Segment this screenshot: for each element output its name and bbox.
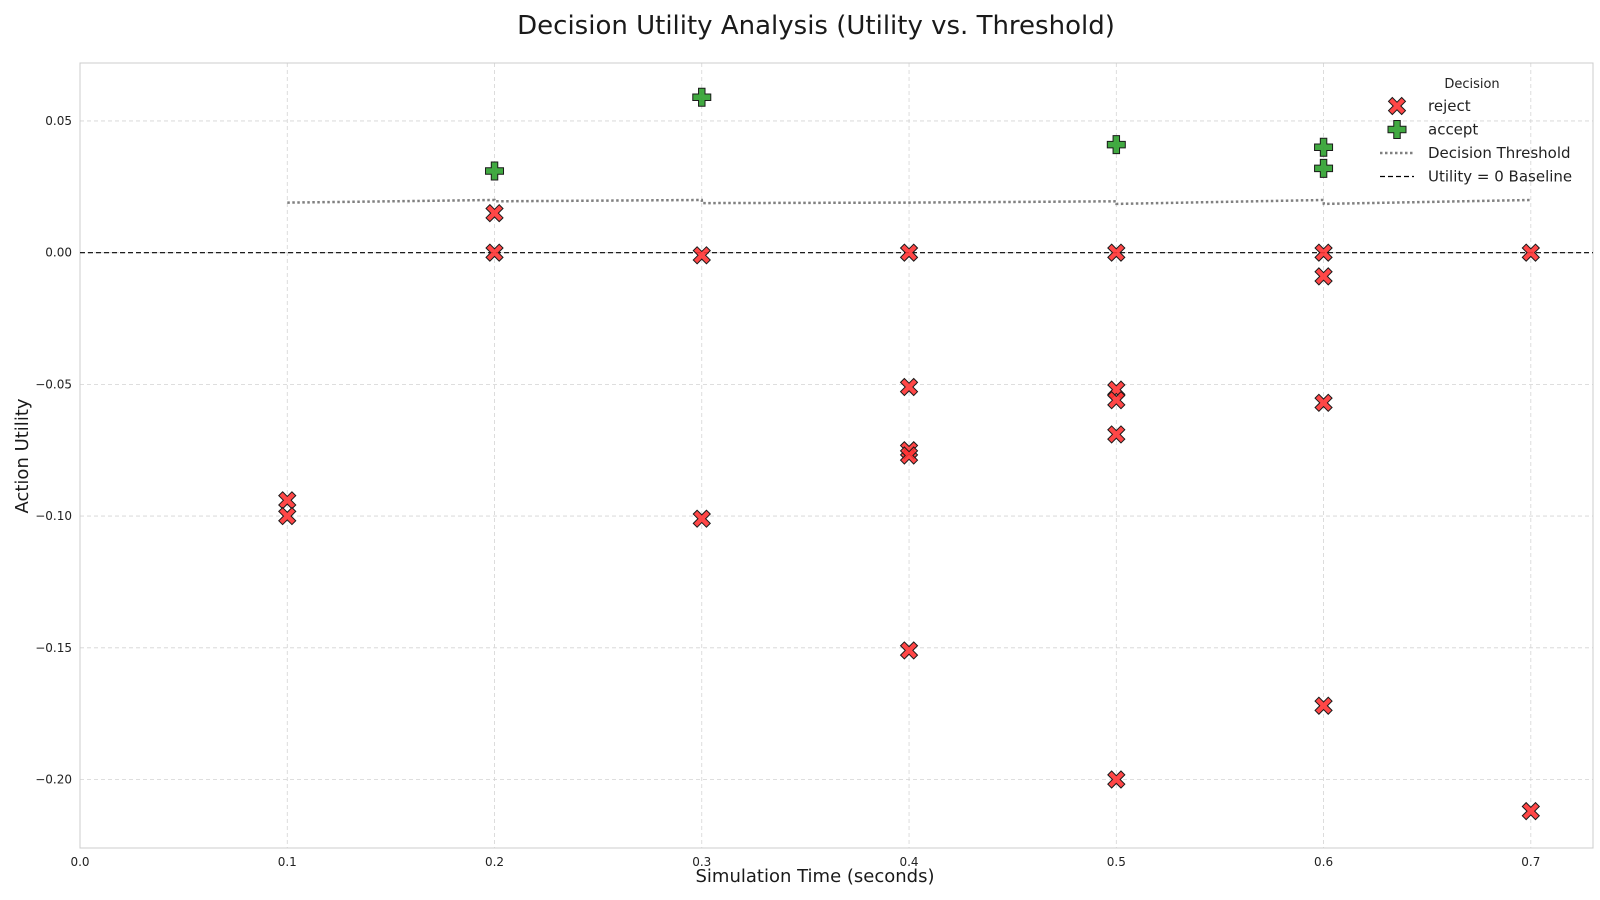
reject-point (899, 446, 919, 465)
x-axis-label: Simulation Time (seconds) (696, 866, 935, 887)
accept-point (692, 87, 712, 107)
legend-accept-marker (1387, 120, 1407, 139)
plot-frame (79, 62, 1594, 849)
reject-point (1107, 243, 1126, 262)
reject-point (485, 203, 504, 223)
accept-point (1106, 135, 1126, 155)
y-axis-label: Action Utility (12, 398, 33, 513)
reject-point (692, 509, 711, 528)
chart-title: Decision Utility Analysis (Utility vs. T… (517, 11, 1115, 41)
accept-point (485, 161, 505, 181)
reject-point (1107, 425, 1126, 444)
reference-lines (80, 198, 1593, 254)
y-tick-label: −0.10 (35, 509, 72, 523)
reject-point (899, 641, 919, 660)
x-tick-label: 0.3 (692, 855, 711, 869)
legend-entry-label: reject (1428, 97, 1471, 115)
legend-entry-label: accept (1428, 121, 1478, 139)
reject-point (1314, 267, 1333, 286)
decision-threshold-line (287, 198, 1531, 206)
legend-entry-label: Utility = 0 Baseline (1428, 168, 1572, 186)
x-axis-ticks: 0.0 0.1 0.2 0.3 0.4 0.5 0.6 0.7 (70, 855, 1540, 869)
legend-entry-label: Decision Threshold (1428, 144, 1571, 162)
reject-point (278, 506, 297, 526)
reject-point (899, 377, 919, 397)
y-tick-label: 0.05 (45, 114, 72, 128)
reject-point (1521, 801, 1541, 821)
accept-point (1314, 137, 1334, 157)
x-tick-label: 0.0 (70, 855, 89, 869)
y-tick-label: −0.05 (35, 377, 72, 391)
y-tick-label: −0.15 (35, 641, 72, 655)
y-tick-label: 0.00 (45, 246, 72, 260)
reject-point (1521, 243, 1541, 262)
x-tick-label: 0.1 (278, 855, 297, 869)
accept-point (1314, 158, 1334, 178)
y-tick-label: −0.20 (35, 773, 72, 787)
reject-point (1314, 393, 1333, 413)
grid (80, 63, 1593, 848)
reject-point (485, 243, 504, 262)
reject-point (692, 246, 711, 265)
reject-point (1314, 243, 1333, 262)
x-tick-label: 0.4 (899, 855, 918, 869)
data-points (278, 87, 1541, 821)
x-tick-label: 0.5 (1107, 855, 1126, 869)
legend: Decision reject accept Decision Threshold Ut… (1380, 77, 1572, 186)
legend-title: Decision (1444, 77, 1499, 92)
reject-point (899, 243, 919, 262)
reject-point (1314, 696, 1333, 715)
reject-point (1107, 770, 1126, 789)
x-tick-label: 0.2 (485, 855, 504, 869)
y-axis-ticks: 0.05 0.00 −0.05 −0.10 −0.15 −0.20 (35, 114, 72, 787)
legend-reject-marker (1387, 96, 1407, 116)
x-tick-label: 0.7 (1521, 855, 1540, 869)
x-tick-label: 0.6 (1314, 855, 1333, 869)
reject-point (1107, 390, 1126, 410)
